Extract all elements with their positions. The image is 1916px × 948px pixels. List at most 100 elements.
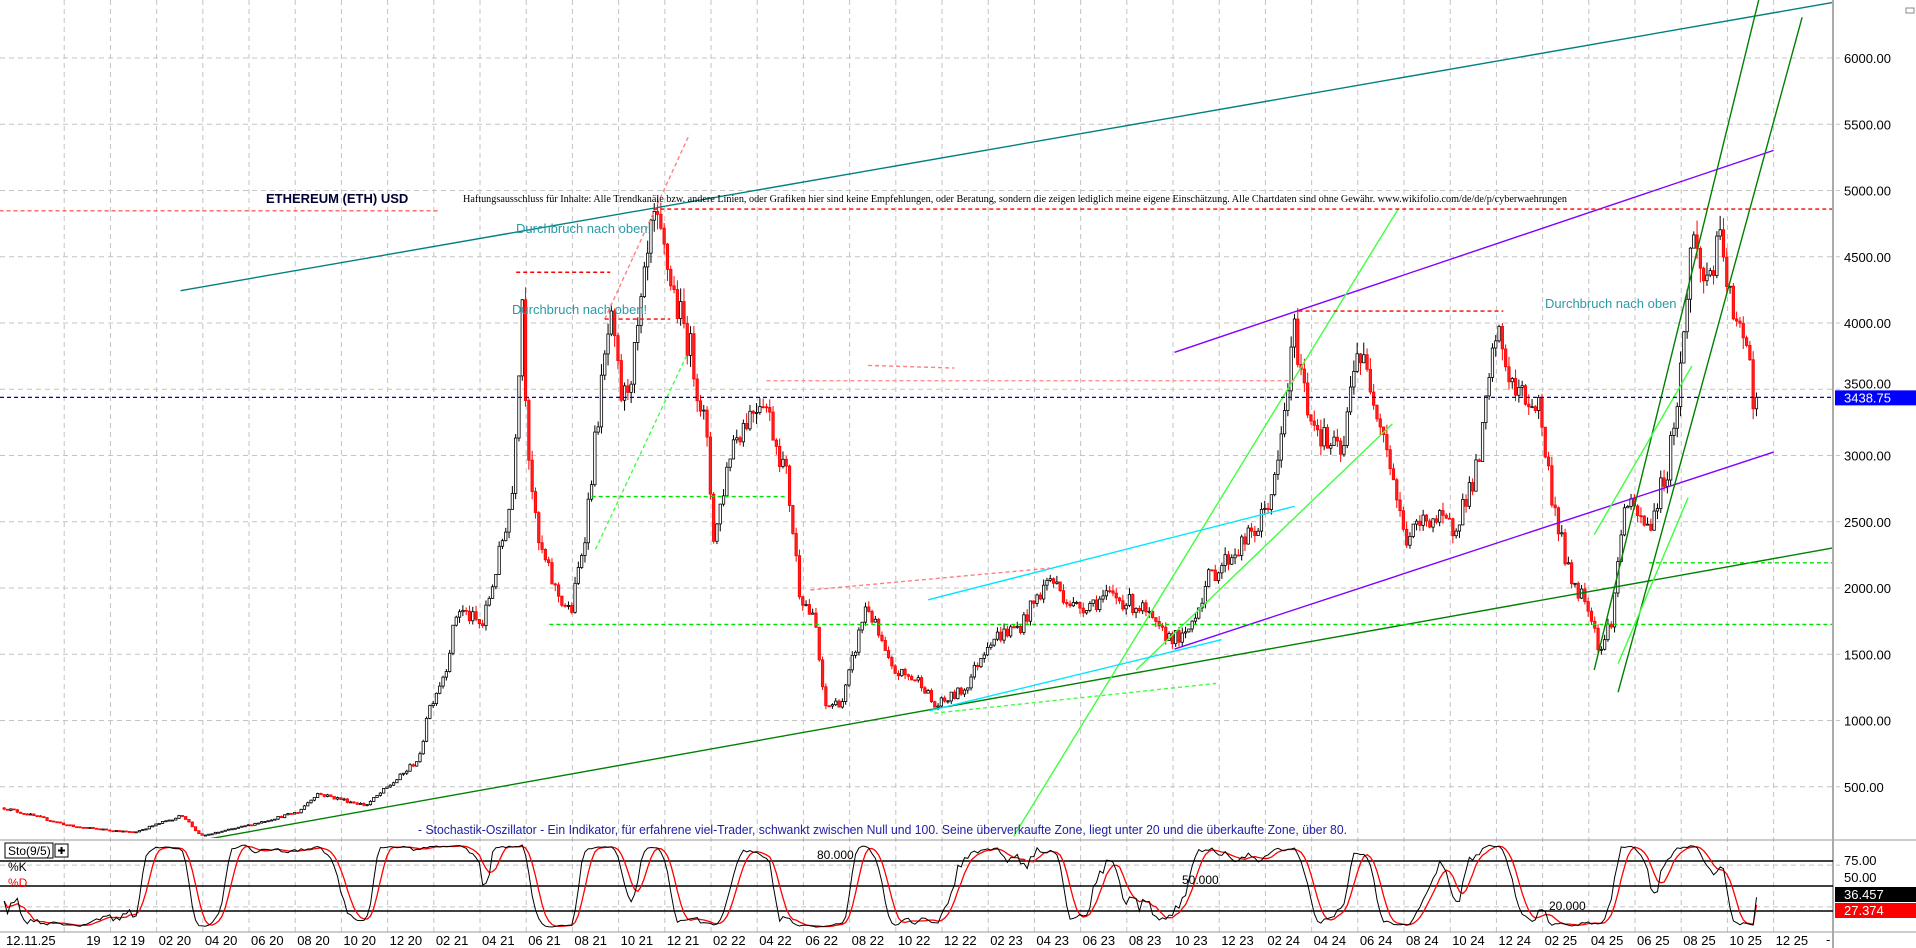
candle-down <box>1428 520 1432 528</box>
candle-down <box>108 829 112 832</box>
candle-up <box>312 797 316 801</box>
candle-down <box>1296 318 1300 365</box>
candle-up <box>141 829 145 831</box>
candle-up <box>510 492 514 510</box>
candle-up <box>391 782 396 786</box>
panel-minimize-icon[interactable] <box>1905 7 1915 14</box>
x-tick-label: 08 24 <box>1406 933 1439 948</box>
candle-up <box>1652 510 1656 531</box>
candle-down <box>1576 582 1580 599</box>
candle-up <box>1530 406 1534 409</box>
candle-down <box>976 664 980 668</box>
candle-down <box>867 606 871 612</box>
candle-down <box>1005 628 1009 637</box>
candle-down <box>1170 633 1174 645</box>
candle-up <box>830 704 835 707</box>
candle-up <box>246 824 250 827</box>
candle-down <box>1395 479 1399 501</box>
candle-up <box>160 821 165 824</box>
candle-up <box>1256 530 1260 536</box>
candle-down <box>1306 382 1310 416</box>
y-tick-label: 4000.00 <box>1844 316 1891 331</box>
candle-up <box>1183 631 1188 634</box>
candle-down <box>1144 602 1148 613</box>
candle-down <box>1391 468 1396 481</box>
candle-up <box>606 333 610 355</box>
candle-down <box>698 400 703 412</box>
candle-up <box>1411 523 1415 537</box>
candle-down <box>1702 267 1706 282</box>
candle-down <box>1061 590 1066 603</box>
candle-down <box>1725 256 1729 287</box>
candle-up <box>1560 532 1564 535</box>
candle-up <box>646 252 650 268</box>
candle-up <box>995 631 1000 640</box>
candle-down <box>35 815 39 818</box>
level-label-50: 50.000 <box>1182 873 1219 887</box>
candle-up <box>1612 592 1617 628</box>
candle-up <box>834 700 838 706</box>
candle-down <box>764 406 769 409</box>
expand-plus-icon[interactable] <box>54 843 69 858</box>
stochastic-panel <box>0 844 1833 928</box>
candle-up <box>629 383 633 393</box>
candle-up <box>1480 422 1485 462</box>
candle-down <box>791 505 795 534</box>
trendline <box>604 134 691 320</box>
candle-down <box>1731 285 1735 320</box>
candle-down <box>883 640 887 651</box>
x-tick-label: 04 20 <box>205 933 238 948</box>
y-tick-label: 1500.00 <box>1844 647 1891 662</box>
stochastic-d-label: %D <box>8 876 28 890</box>
candle-down <box>906 674 910 677</box>
candle-up <box>1276 459 1280 475</box>
candle-up <box>573 582 577 613</box>
candle-up <box>1537 397 1541 411</box>
candle-up <box>1672 427 1676 436</box>
candle-down <box>477 618 481 625</box>
candle-down <box>1527 403 1531 408</box>
candle-down <box>1025 614 1029 622</box>
candle-down <box>1335 436 1339 442</box>
disclaimer: Haftungsausschluss für Inhalte: Alle Tre… <box>463 194 1567 205</box>
candle-up <box>174 817 178 821</box>
candle-up <box>292 812 297 815</box>
candle-up <box>1517 387 1521 396</box>
candle-down <box>659 213 663 229</box>
candle-up <box>114 830 118 832</box>
candle-down <box>1570 562 1574 585</box>
candle-down <box>619 360 623 401</box>
stoch-k-value: 36.457 <box>1844 887 1884 902</box>
candle-up <box>471 611 475 622</box>
candle-up <box>1289 346 1293 392</box>
candle-down <box>362 802 366 806</box>
candle-down <box>481 623 485 627</box>
stoch-d-tag: 27.374 <box>1835 903 1916 918</box>
candle-up <box>137 830 142 833</box>
x-tick-label: 04 21 <box>482 933 515 948</box>
candle-down <box>329 794 333 797</box>
candle-up <box>1180 632 1184 643</box>
candle-down <box>1378 418 1382 428</box>
candle-up <box>847 669 851 686</box>
candle-down <box>1583 588 1587 603</box>
candle-down <box>355 802 359 805</box>
candle-up <box>1071 602 1075 607</box>
candle-up <box>335 797 340 800</box>
candle-down <box>1137 608 1141 612</box>
candle-down <box>1302 368 1306 384</box>
candle-up <box>1147 610 1151 613</box>
candle-up <box>1075 602 1079 604</box>
candle-up <box>992 638 996 646</box>
annotation-breakout-3: Durchbruch nach oben <box>1545 296 1677 311</box>
x-tick-label: 06 25 <box>1637 933 1670 948</box>
last-price-value: 3438.75 <box>1844 390 1891 405</box>
candle-up <box>1352 371 1356 388</box>
candle-up <box>1659 477 1663 509</box>
candle-up <box>517 375 521 439</box>
candle-up <box>418 753 422 763</box>
stoch-d-line <box>3 845 1758 928</box>
candle-down <box>708 436 712 495</box>
candle-down <box>1649 523 1653 531</box>
candle-up <box>504 531 508 542</box>
